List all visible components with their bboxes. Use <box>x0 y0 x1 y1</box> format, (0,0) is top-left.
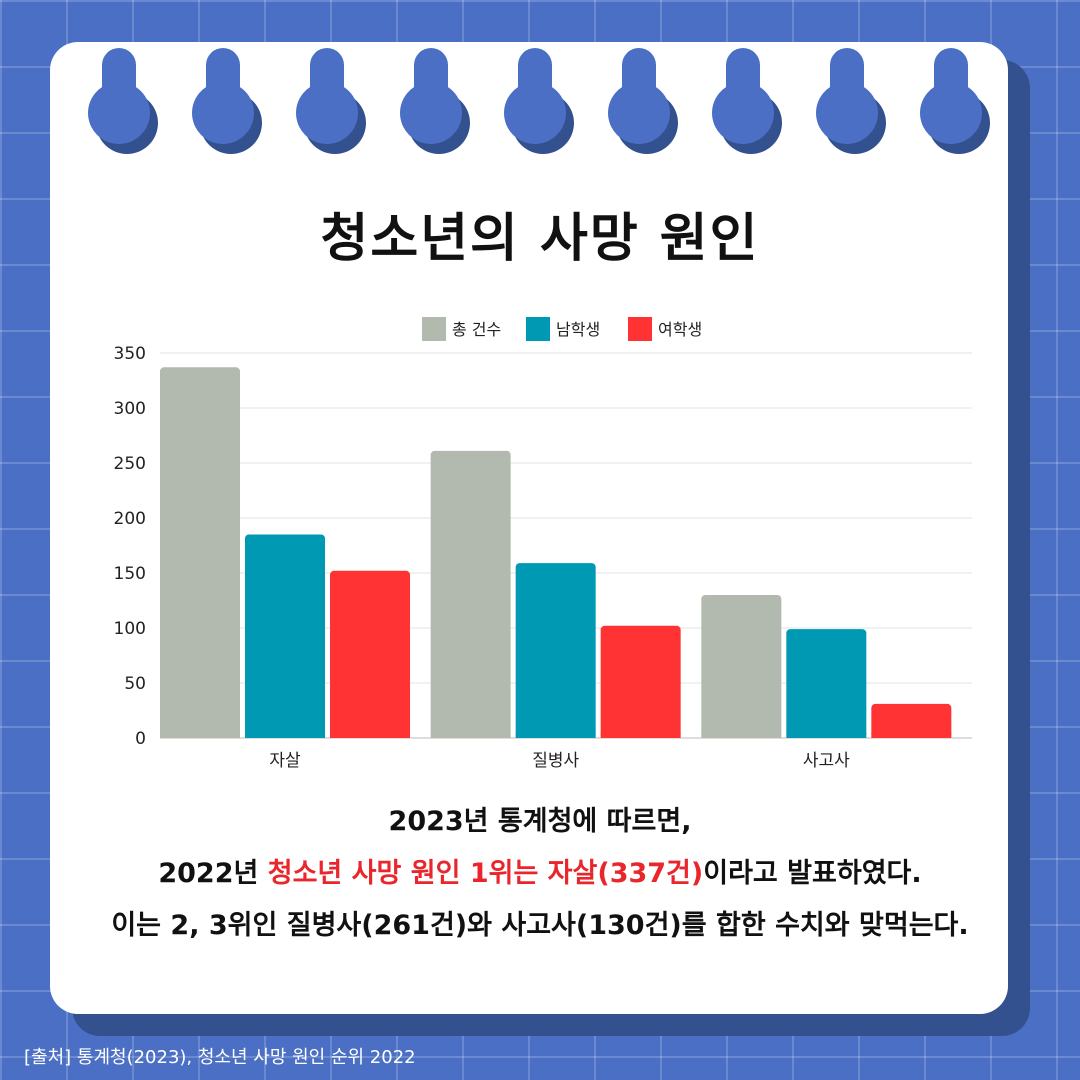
legend-swatch <box>422 317 446 341</box>
binder-hole <box>816 48 878 144</box>
binder-hole <box>400 48 462 144</box>
x-tick-label: 질병사 <box>532 751 579 771</box>
binder-hole <box>712 48 774 144</box>
legend-swatch <box>628 317 652 341</box>
bar-base <box>330 733 410 738</box>
y-tick-label: 350 <box>114 344 146 364</box>
binder-hole <box>296 48 358 144</box>
y-tick-label: 0 <box>135 729 146 749</box>
binder-hole <box>88 48 150 144</box>
y-tick-label: 200 <box>114 509 146 529</box>
bar <box>160 367 240 738</box>
bar <box>245 534 325 738</box>
bar <box>786 629 867 738</box>
binder-hole <box>608 48 670 144</box>
binder-hole <box>192 48 254 144</box>
x-tick-label: 사고사 <box>803 751 850 771</box>
summary-line-2-start: 2022년 <box>158 858 268 889</box>
binder-hole <box>504 48 566 144</box>
bar-base <box>515 733 596 738</box>
y-tick-label: 50 <box>124 674 146 694</box>
legend-label: 남학생 <box>556 320 600 339</box>
source-caption: [출처] 통계청(2023), 청소년 사망 원인 순위 2022 <box>24 1047 416 1068</box>
y-tick-label: 150 <box>114 564 146 584</box>
summary-text: 2023년 통계청에 따르면, 2022년 청소년 사망 원인 1위는 자살(3… <box>0 796 1080 952</box>
bar <box>515 563 596 738</box>
legend-label: 총 건수 <box>452 320 501 339</box>
bar-base <box>871 733 952 738</box>
y-tick-label: 100 <box>114 619 146 639</box>
page-title: 청소년의 사망 원인 <box>320 209 760 269</box>
chart-axis: 0 50 100 150 200 250 300 350 자살 질병사 사고사 <box>114 344 851 771</box>
bar <box>330 570 410 738</box>
bar <box>701 595 782 738</box>
summary-line-2-end: 이라고 발표하였다. <box>703 858 922 889</box>
bar <box>430 450 511 738</box>
bar-base <box>600 733 681 738</box>
bar-base <box>160 733 240 738</box>
bar-base <box>701 733 782 738</box>
y-tick-label: 250 <box>114 454 146 474</box>
chart-bars <box>160 367 952 738</box>
bar <box>871 703 952 738</box>
x-tick-label: 자살 <box>269 751 301 771</box>
bar-base <box>245 733 325 738</box>
legend-label: 여학생 <box>658 320 702 339</box>
summary-line-2: 2022년 청소년 사망 원인 1위는 자살(337건)이라고 발표하였다. <box>0 848 1080 900</box>
summary-line-1: 2023년 통계청에 따르면, <box>388 806 692 837</box>
summary-line-3: 이는 2, 3위인 질병사(261건)와 사고사(130건)를 합한 수치와 맞… <box>111 910 969 941</box>
bar-base <box>430 733 511 738</box>
binder-hole <box>920 48 982 144</box>
legend-swatch <box>526 317 550 341</box>
bar <box>600 625 681 738</box>
y-tick-label: 300 <box>114 399 146 419</box>
chart-legend: 총 건수 남학생 여학생 <box>422 317 702 341</box>
bar-base <box>786 733 867 738</box>
summary-highlight: 청소년 사망 원인 1위는 자살(337건) <box>267 858 704 889</box>
